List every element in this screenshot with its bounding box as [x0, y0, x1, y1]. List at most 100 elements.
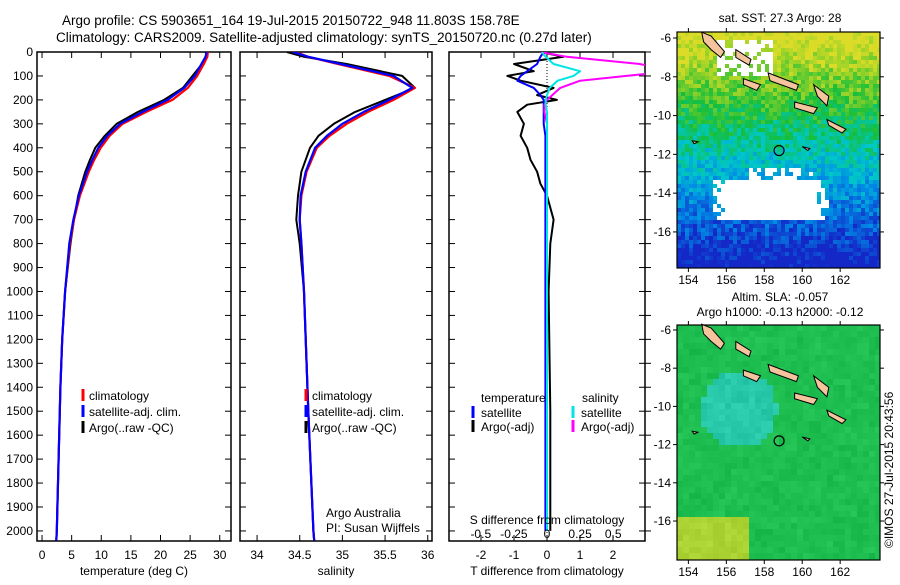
- map-cell: [773, 108, 777, 112]
- map-cell: [803, 475, 809, 481]
- map-cell: [705, 200, 709, 204]
- map-cell: [857, 391, 863, 397]
- map-cell: [719, 355, 725, 361]
- map-cell: [753, 196, 757, 200]
- map-cell: [863, 391, 869, 397]
- map-cell: [681, 236, 685, 240]
- map-cell: [777, 208, 781, 212]
- map-cell: [825, 236, 829, 240]
- map-cell: [865, 240, 869, 244]
- map-cell: [869, 68, 873, 72]
- map-cell: [865, 168, 869, 172]
- map-cell: [701, 397, 707, 403]
- map-cell: [709, 248, 713, 252]
- map-cell: [773, 264, 777, 268]
- map-cell: [827, 343, 833, 349]
- map-cell: [809, 391, 815, 397]
- map-cell: [683, 397, 689, 403]
- map-cell: [725, 88, 729, 92]
- map-cell: [825, 136, 829, 140]
- map-cell: [697, 164, 701, 168]
- map-cell: [745, 200, 749, 204]
- map-cell: [833, 92, 837, 96]
- map-cell: [713, 108, 717, 112]
- map-cell: [773, 44, 777, 48]
- map-cell: [837, 220, 841, 224]
- map-cell: [849, 152, 853, 156]
- map-cell: [677, 60, 681, 64]
- map-cell: [777, 56, 781, 60]
- map-cell: [741, 240, 745, 244]
- y-tick-label: 0: [26, 45, 33, 59]
- map-cell: [863, 421, 869, 427]
- map-cell: [709, 84, 713, 88]
- map-cell: [681, 80, 685, 84]
- map-cell: [809, 240, 813, 244]
- map-cell: [829, 32, 833, 36]
- map-cell: [813, 244, 817, 248]
- map-cell: [801, 248, 805, 252]
- map-cell: [833, 379, 839, 385]
- map-cell: [809, 373, 815, 379]
- map-cell: [839, 367, 845, 373]
- map-cell: [833, 397, 839, 403]
- map-cell: [791, 475, 797, 481]
- map-cell: [741, 164, 745, 168]
- map-cell: [853, 68, 857, 72]
- map-cell: [725, 76, 729, 80]
- map-cell: [769, 200, 773, 204]
- map-cell: [741, 160, 745, 164]
- map-cell: [827, 367, 833, 373]
- map-cell: [853, 144, 857, 148]
- map-cell: [841, 132, 845, 136]
- map-cell: [709, 256, 713, 260]
- map-cell: [809, 32, 813, 36]
- map-cell: [749, 128, 753, 132]
- map-cell: [701, 244, 705, 248]
- map-cell: [809, 144, 813, 148]
- map-cell: [717, 200, 721, 204]
- map-cell: [761, 176, 765, 180]
- map-cell: [757, 212, 761, 216]
- map-cell: [833, 60, 837, 64]
- map-cell: [743, 403, 749, 409]
- map-cell: [805, 132, 809, 136]
- map-cell: [833, 349, 839, 355]
- map-cell: [707, 541, 713, 547]
- map-cell: [793, 140, 797, 144]
- map-cell: [745, 176, 749, 180]
- map-cell: [737, 132, 741, 136]
- map-cell: [805, 256, 809, 260]
- map-cell: [821, 541, 827, 547]
- map-cell: [801, 128, 805, 132]
- map-cell: [773, 553, 779, 559]
- map-cell: [705, 156, 709, 160]
- map-cell: [839, 475, 845, 481]
- map-cell: [769, 180, 773, 184]
- map-cell: [773, 535, 779, 541]
- map-cell: [701, 128, 705, 132]
- map-cell: [709, 148, 713, 152]
- map-cell: [741, 192, 745, 196]
- map-cell: [677, 361, 683, 367]
- map-cell: [827, 427, 833, 433]
- map-cell: [805, 44, 809, 48]
- map-cell: [841, 96, 845, 100]
- map-cell: [745, 68, 749, 72]
- map-cell: [681, 52, 685, 56]
- x-tick-label: 36: [421, 548, 435, 562]
- map-cell: [731, 361, 737, 367]
- map-cell: [857, 451, 863, 457]
- map-cell: [717, 140, 721, 144]
- map-cell: [817, 168, 821, 172]
- map-cell: [681, 32, 685, 36]
- island: [691, 140, 700, 145]
- map-cell: [709, 164, 713, 168]
- map-cell: [695, 337, 701, 343]
- map-cell: [827, 481, 833, 487]
- map-cell: [797, 180, 801, 184]
- map-cell: [869, 56, 873, 60]
- annotation-text: Argo Australia: [326, 506, 401, 520]
- map-cell: [721, 264, 725, 268]
- map-cell: [769, 92, 773, 96]
